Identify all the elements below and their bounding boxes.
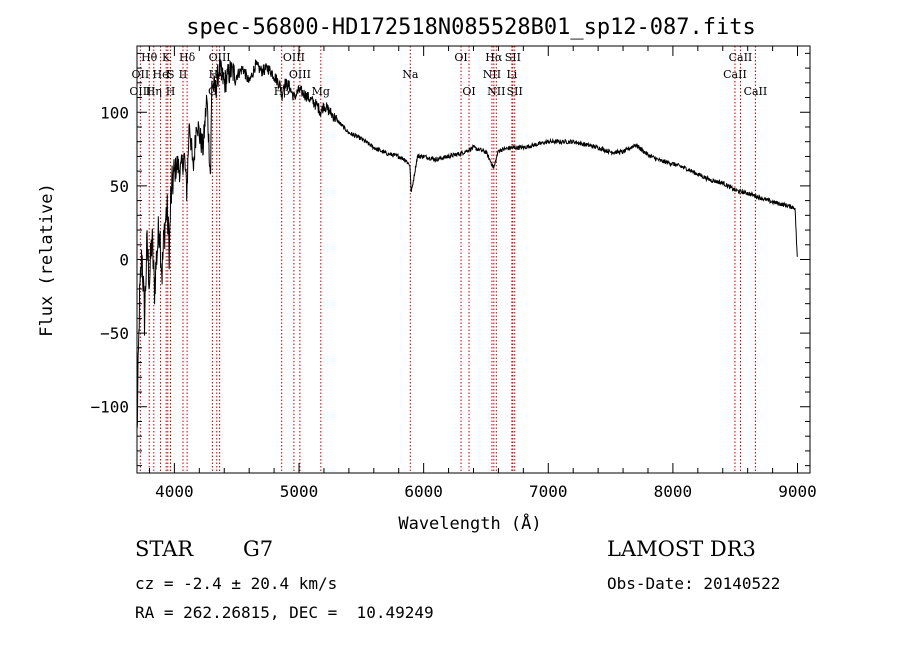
chart-title: spec-56800-HD172518N085528B01_sp12-087.f… bbox=[186, 15, 756, 40]
redshift-cz: cz = -2.4 ± 20.4 km/s bbox=[135, 574, 338, 593]
y-axis-label: Flux (relative) bbox=[37, 183, 57, 337]
x-tick-label: 7000 bbox=[529, 482, 568, 501]
x-tick-label: 8000 bbox=[654, 482, 693, 501]
x-tick-label: 4000 bbox=[155, 482, 194, 501]
spectral-line-label: Hα bbox=[485, 51, 503, 64]
spectral-line-markers bbox=[139, 46, 756, 473]
spectral-line-label: CaII bbox=[723, 68, 747, 81]
spectral-line-label: OIII bbox=[129, 85, 151, 98]
spectral-line-label: He bbox=[153, 68, 169, 81]
object-class: STAR bbox=[135, 537, 194, 561]
y-tick-label: 0 bbox=[119, 251, 129, 270]
spectral-line-label: Hθ bbox=[141, 51, 158, 64]
spectral-line-label: Hη bbox=[146, 85, 162, 98]
spectral-line-label: K bbox=[162, 51, 171, 64]
spectral-line-label: OII bbox=[132, 68, 150, 81]
y-tick-label: 100 bbox=[100, 103, 129, 122]
x-tick-label: 9000 bbox=[778, 482, 817, 501]
x-tick-label: 6000 bbox=[404, 482, 443, 501]
survey-name: LAMOST DR3 bbox=[607, 537, 756, 561]
x-axis-ticks: 4000 5000 6000 7000 8000 9000 bbox=[148, 46, 817, 501]
spectrum-line bbox=[136, 58, 798, 430]
spectral-line-label: NII bbox=[487, 85, 505, 98]
object-subclass: G7 bbox=[243, 537, 274, 561]
spectral-line-label: S bbox=[167, 68, 175, 81]
spectral-line-label: Mg bbox=[312, 85, 330, 98]
spectral-line-label: OIII bbox=[289, 68, 311, 81]
y-tick-label: −100 bbox=[90, 398, 129, 417]
spectral-line-label: SII bbox=[505, 51, 521, 64]
x-tick-label: 5000 bbox=[280, 482, 319, 501]
obs-date: Obs-Date: 20140522 bbox=[607, 574, 781, 593]
spectral-line-label: OI bbox=[462, 85, 475, 98]
y-tick-label: −50 bbox=[100, 324, 129, 343]
spectral-line-label: SII bbox=[507, 85, 523, 98]
spectral-line-label: OIII bbox=[209, 51, 231, 64]
spectral-line-label: OIII bbox=[283, 51, 305, 64]
spectral-line-label: I bbox=[166, 68, 170, 81]
spectral-line-label: H bbox=[166, 85, 176, 98]
y-tick-label: 50 bbox=[110, 177, 129, 196]
spectral-line-label: Li bbox=[506, 68, 517, 81]
spectral-line-label: CaII bbox=[744, 85, 768, 98]
spectral-line-label: G bbox=[208, 85, 217, 98]
spectral-line-label: NII bbox=[483, 68, 501, 81]
spectral-line-label: OI bbox=[454, 51, 467, 64]
y-axis-ticks: −100 −50 0 50 100 bbox=[90, 52, 810, 467]
spectral-line-label: Hδ bbox=[179, 51, 196, 64]
spectral-line-label: CaII bbox=[729, 51, 753, 64]
coordinates: RA = 262.26815, DEC = 10.49249 bbox=[135, 603, 434, 622]
spectral-line-label: Na bbox=[402, 68, 419, 81]
spectral-line-label: II bbox=[179, 68, 188, 81]
plot-frame bbox=[136, 45, 811, 474]
x-axis-label: Wavelength (Å) bbox=[398, 512, 541, 534]
